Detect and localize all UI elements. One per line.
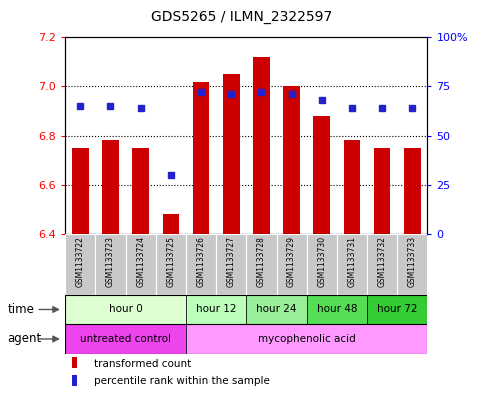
Bar (216, 234, 246, 295)
Bar (163, 214, 179, 234)
Text: time: time (7, 303, 34, 316)
Bar (284, 86, 300, 234)
Text: GSM1133728: GSM1133728 (257, 236, 266, 286)
Bar (186, 295, 246, 324)
Text: GSM1133729: GSM1133729 (287, 236, 296, 286)
Text: hour 48: hour 48 (317, 305, 357, 314)
Bar (223, 74, 240, 234)
Bar (374, 148, 390, 234)
Bar (156, 234, 186, 295)
Text: GSM1133730: GSM1133730 (317, 236, 327, 287)
Text: untreated control: untreated control (80, 334, 171, 344)
Text: GSM1133726: GSM1133726 (197, 236, 206, 286)
Text: GSM1133722: GSM1133722 (76, 236, 85, 286)
Text: GSM1133727: GSM1133727 (227, 236, 236, 286)
Text: GSM1133725: GSM1133725 (166, 236, 175, 286)
Bar (313, 116, 330, 234)
Text: GSM1133733: GSM1133733 (408, 236, 417, 287)
Bar (307, 234, 337, 295)
Bar (337, 234, 367, 295)
Text: transformed count: transformed count (94, 358, 191, 369)
Bar (96, 234, 126, 295)
Bar (126, 234, 156, 295)
Bar (404, 148, 421, 234)
Bar (246, 295, 307, 324)
Text: GSM1133724: GSM1133724 (136, 236, 145, 286)
Bar (72, 375, 77, 386)
Bar (246, 234, 276, 295)
Bar (132, 148, 149, 234)
Text: percentile rank within the sample: percentile rank within the sample (94, 376, 270, 386)
Bar (65, 234, 96, 295)
Text: GSM1133723: GSM1133723 (106, 236, 115, 286)
Text: hour 24: hour 24 (256, 305, 297, 314)
Bar (367, 234, 397, 295)
Text: mycophenolic acid: mycophenolic acid (258, 334, 355, 344)
Text: agent: agent (7, 332, 42, 345)
Text: GSM1133731: GSM1133731 (347, 236, 356, 286)
Bar (72, 148, 88, 234)
Text: hour 72: hour 72 (377, 305, 417, 314)
Bar (276, 234, 307, 295)
Bar (102, 141, 119, 234)
Bar (65, 324, 186, 354)
Text: hour 12: hour 12 (196, 305, 236, 314)
Bar (253, 57, 270, 234)
Text: GDS5265 / ILMN_2322597: GDS5265 / ILMN_2322597 (151, 10, 332, 24)
Bar (193, 82, 209, 234)
Bar (344, 141, 360, 234)
Text: GSM1133732: GSM1133732 (378, 236, 387, 286)
Bar (367, 295, 427, 324)
Bar (186, 234, 216, 295)
Bar (65, 295, 186, 324)
Text: hour 0: hour 0 (109, 305, 142, 314)
Bar (72, 357, 77, 368)
Bar (186, 324, 427, 354)
Bar (307, 295, 367, 324)
Bar (397, 234, 427, 295)
